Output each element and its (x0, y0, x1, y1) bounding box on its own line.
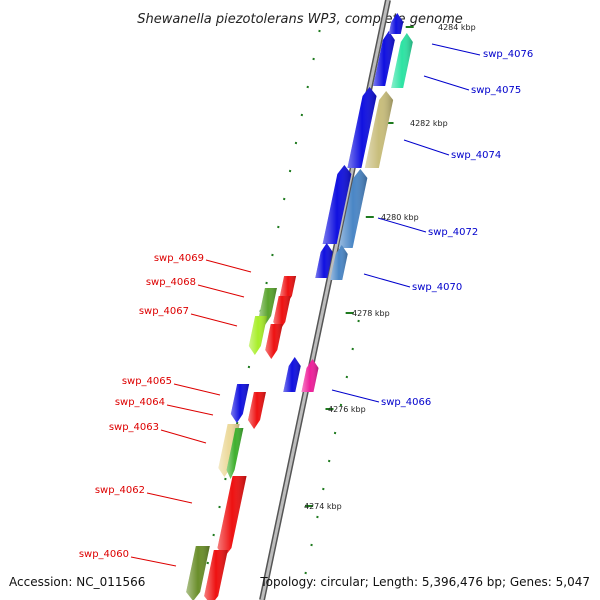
map-title: Shewanella piezotolerans WP3, complete g… (137, 12, 463, 27)
gene-label-swp-4076[interactable]: swp_4076 (483, 49, 533, 60)
gene-swp-4076-shading (391, 33, 413, 88)
tick-label: 4276 kbp (328, 405, 366, 414)
tick-label: 4278 kbp (352, 309, 390, 318)
gene-swp-4075[interactable] (373, 31, 395, 86)
tick-label: 4284 kbp (438, 23, 476, 32)
gene-label-swp-4067[interactable]: swp_4067 (139, 306, 189, 317)
label-leader-line (166, 404, 214, 416)
gene-reverse-unlabeled-shading (204, 550, 228, 600)
gene-label-swp-4062[interactable]: swp_4062 (95, 485, 145, 496)
gene-label-swp-4072[interactable]: swp_4072 (428, 227, 478, 238)
label-leader-line (363, 273, 411, 288)
gene-label-swp-4074[interactable]: swp_4074 (451, 150, 501, 161)
gene-swp-4060-shading (186, 546, 210, 600)
forward-genes (283, 13, 413, 392)
gene-forward-unlabeled[interactable] (322, 165, 352, 244)
gene-reverse-unlabeled[interactable] (226, 428, 244, 479)
gene-reverse-unlabeled-shading (226, 428, 244, 479)
gene-swp-4066[interactable] (301, 359, 319, 392)
gene-swp-4067-shading (248, 316, 268, 355)
gene-reverse-unlabeled-shading (265, 324, 283, 359)
gene-label-swp-4069[interactable]: swp_4069 (154, 253, 204, 264)
label-leader-line (403, 139, 450, 156)
gene-label-swp-4068[interactable]: swp_4068 (146, 277, 196, 288)
gene-swp-4072-shading (338, 169, 368, 248)
label-leader-line (423, 75, 470, 91)
gene-forward-unlabeled[interactable] (347, 87, 377, 168)
gene-swp-4067[interactable] (248, 316, 268, 355)
gene-swp-4068[interactable] (259, 288, 277, 325)
accession-text: Accession: NC_011566 (9, 575, 145, 589)
label-leader-line (377, 217, 427, 233)
gene-swp-4066-shading (301, 359, 319, 392)
gene-swp-4074[interactable] (364, 91, 394, 168)
gene-reverse-unlabeled[interactable] (204, 550, 228, 600)
gene-swp-4076[interactable] (391, 33, 413, 88)
gene-swp-4065[interactable] (230, 384, 250, 423)
reverse-genes (186, 276, 297, 600)
gene-forward-unlabeled[interactable] (283, 357, 301, 392)
gene-label-swp-4070[interactable]: swp_4070 (412, 282, 462, 293)
gene-reverse-unlabeled-shading (273, 296, 291, 331)
gene-reverse-unlabeled[interactable] (273, 296, 291, 331)
gene-label-swp-4075[interactable]: swp_4075 (471, 85, 521, 96)
gene-swp-4072[interactable] (338, 169, 368, 248)
tick-label: 4282 kbp (410, 119, 448, 128)
label-leader-line (130, 556, 177, 567)
gene-forward-unlabeled-shading (388, 13, 404, 34)
gene-forward-unlabeled-shading (315, 243, 333, 278)
tick-label: 4274 kbp (304, 502, 342, 511)
gene-label-swp-4063[interactable]: swp_4063 (109, 422, 159, 433)
label-leader-line (431, 43, 481, 56)
gene-forward-unlabeled-shading (283, 357, 301, 392)
gene-label-swp-4060[interactable]: swp_4060 (79, 549, 129, 560)
position-ticks: 4274 kbp 4276 kbp 4278 kbp 4280 kbp 4282 kbp… (304, 23, 476, 511)
label-leader-line (205, 259, 252, 273)
gene-forward-unlabeled-shading (347, 87, 377, 168)
tick-label: 4280 kbp (381, 213, 419, 222)
gene-label-swp-4065[interactable]: swp_4065 (122, 376, 172, 387)
gene-swp-4064-shading (248, 392, 266, 429)
gene-reverse-unlabeled[interactable] (265, 324, 283, 359)
gene-forward-unlabeled-shading (322, 165, 352, 244)
gene-swp-4075-shading (373, 31, 395, 86)
label-leader-line (190, 313, 238, 327)
gene-label-swp-4066[interactable]: swp_4066 (381, 397, 431, 408)
label-leader-line (197, 284, 245, 298)
gene-forward-unlabeled[interactable] (315, 243, 333, 278)
gene-swp-4070-shading (330, 245, 348, 280)
gene-swp-4060[interactable] (186, 546, 210, 600)
label-leader-line (173, 383, 221, 396)
topology-text: Topology: circular; Length: 5,396,476 bp… (259, 575, 590, 589)
label-leader-line (160, 429, 207, 444)
label-leader-line (331, 389, 380, 403)
gene-swp-4068-shading (259, 288, 277, 325)
gene-swp-4062[interactable] (217, 476, 247, 557)
gene-swp-4070[interactable] (330, 245, 348, 280)
gene-labels: swp_4076 swp_4075 swp_4074 swp_4072 swp_4070… (79, 43, 533, 567)
label-leader-line (146, 492, 193, 504)
gene-swp-4065-shading (230, 384, 250, 423)
gene-label-swp-4064[interactable]: swp_4064 (115, 397, 165, 408)
gene-forward-unlabeled[interactable] (388, 13, 404, 34)
gene-swp-4062-shading (217, 476, 247, 557)
gene-swp-4074-shading (364, 91, 394, 168)
gene-swp-4064[interactable] (248, 392, 266, 429)
